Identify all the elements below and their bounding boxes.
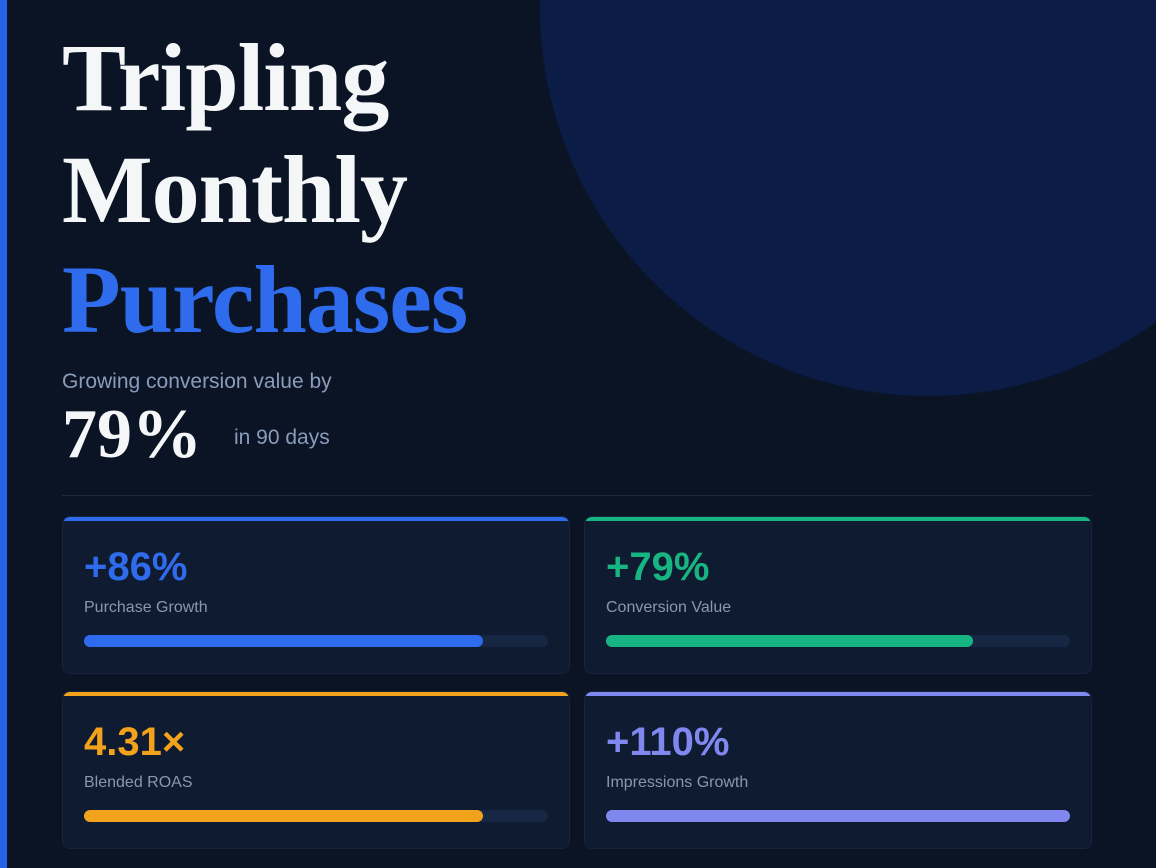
stat-value: 4.31× [84, 720, 186, 764]
progress-track [606, 810, 1070, 822]
title-line: Monthly [62, 136, 408, 243]
headline-note: in 90 days [234, 426, 330, 449]
subtitle: Growing conversion value by [62, 370, 332, 393]
stat-card: +86% Purchase Growth [62, 516, 570, 674]
progress-fill [606, 635, 973, 647]
headline-value: 79% [62, 396, 202, 473]
progress-track [84, 635, 548, 647]
card-accent [585, 517, 1091, 521]
accent-stripe [0, 0, 7, 868]
card-accent [63, 692, 569, 696]
title-line: Purchases [62, 246, 468, 353]
progress-track [84, 810, 548, 822]
decor-circle [540, 0, 1156, 396]
progress-fill [84, 635, 484, 647]
stat-card: +110% Impressions Growth [584, 691, 1092, 849]
stat-label: Conversion Value [606, 599, 732, 616]
stat-value: +86% [84, 545, 188, 589]
stat-label: Purchase Growth [84, 599, 208, 616]
progress-fill [84, 810, 484, 822]
title-line: Tripling [62, 24, 389, 131]
progress-track [606, 635, 1070, 647]
progress-fill [606, 810, 1070, 822]
stat-card: 4.31× Blended ROAS [62, 691, 570, 849]
stat-label: Impressions Growth [606, 774, 749, 791]
stat-value: +79% [606, 545, 710, 589]
stat-card: +79% Conversion Value [584, 516, 1092, 674]
divider [62, 495, 1092, 496]
card-accent [63, 517, 569, 521]
stat-label: Blended ROAS [84, 774, 193, 791]
stat-value: +110% [606, 720, 730, 764]
card-accent [585, 692, 1091, 696]
